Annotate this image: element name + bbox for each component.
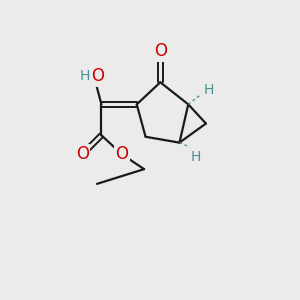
Text: H: H [204, 82, 214, 97]
Text: O: O [116, 146, 128, 164]
Text: O: O [154, 42, 167, 60]
Text: H: H [190, 150, 201, 164]
Text: H: H [80, 69, 90, 83]
Text: O: O [91, 68, 104, 85]
Text: O: O [76, 146, 89, 164]
